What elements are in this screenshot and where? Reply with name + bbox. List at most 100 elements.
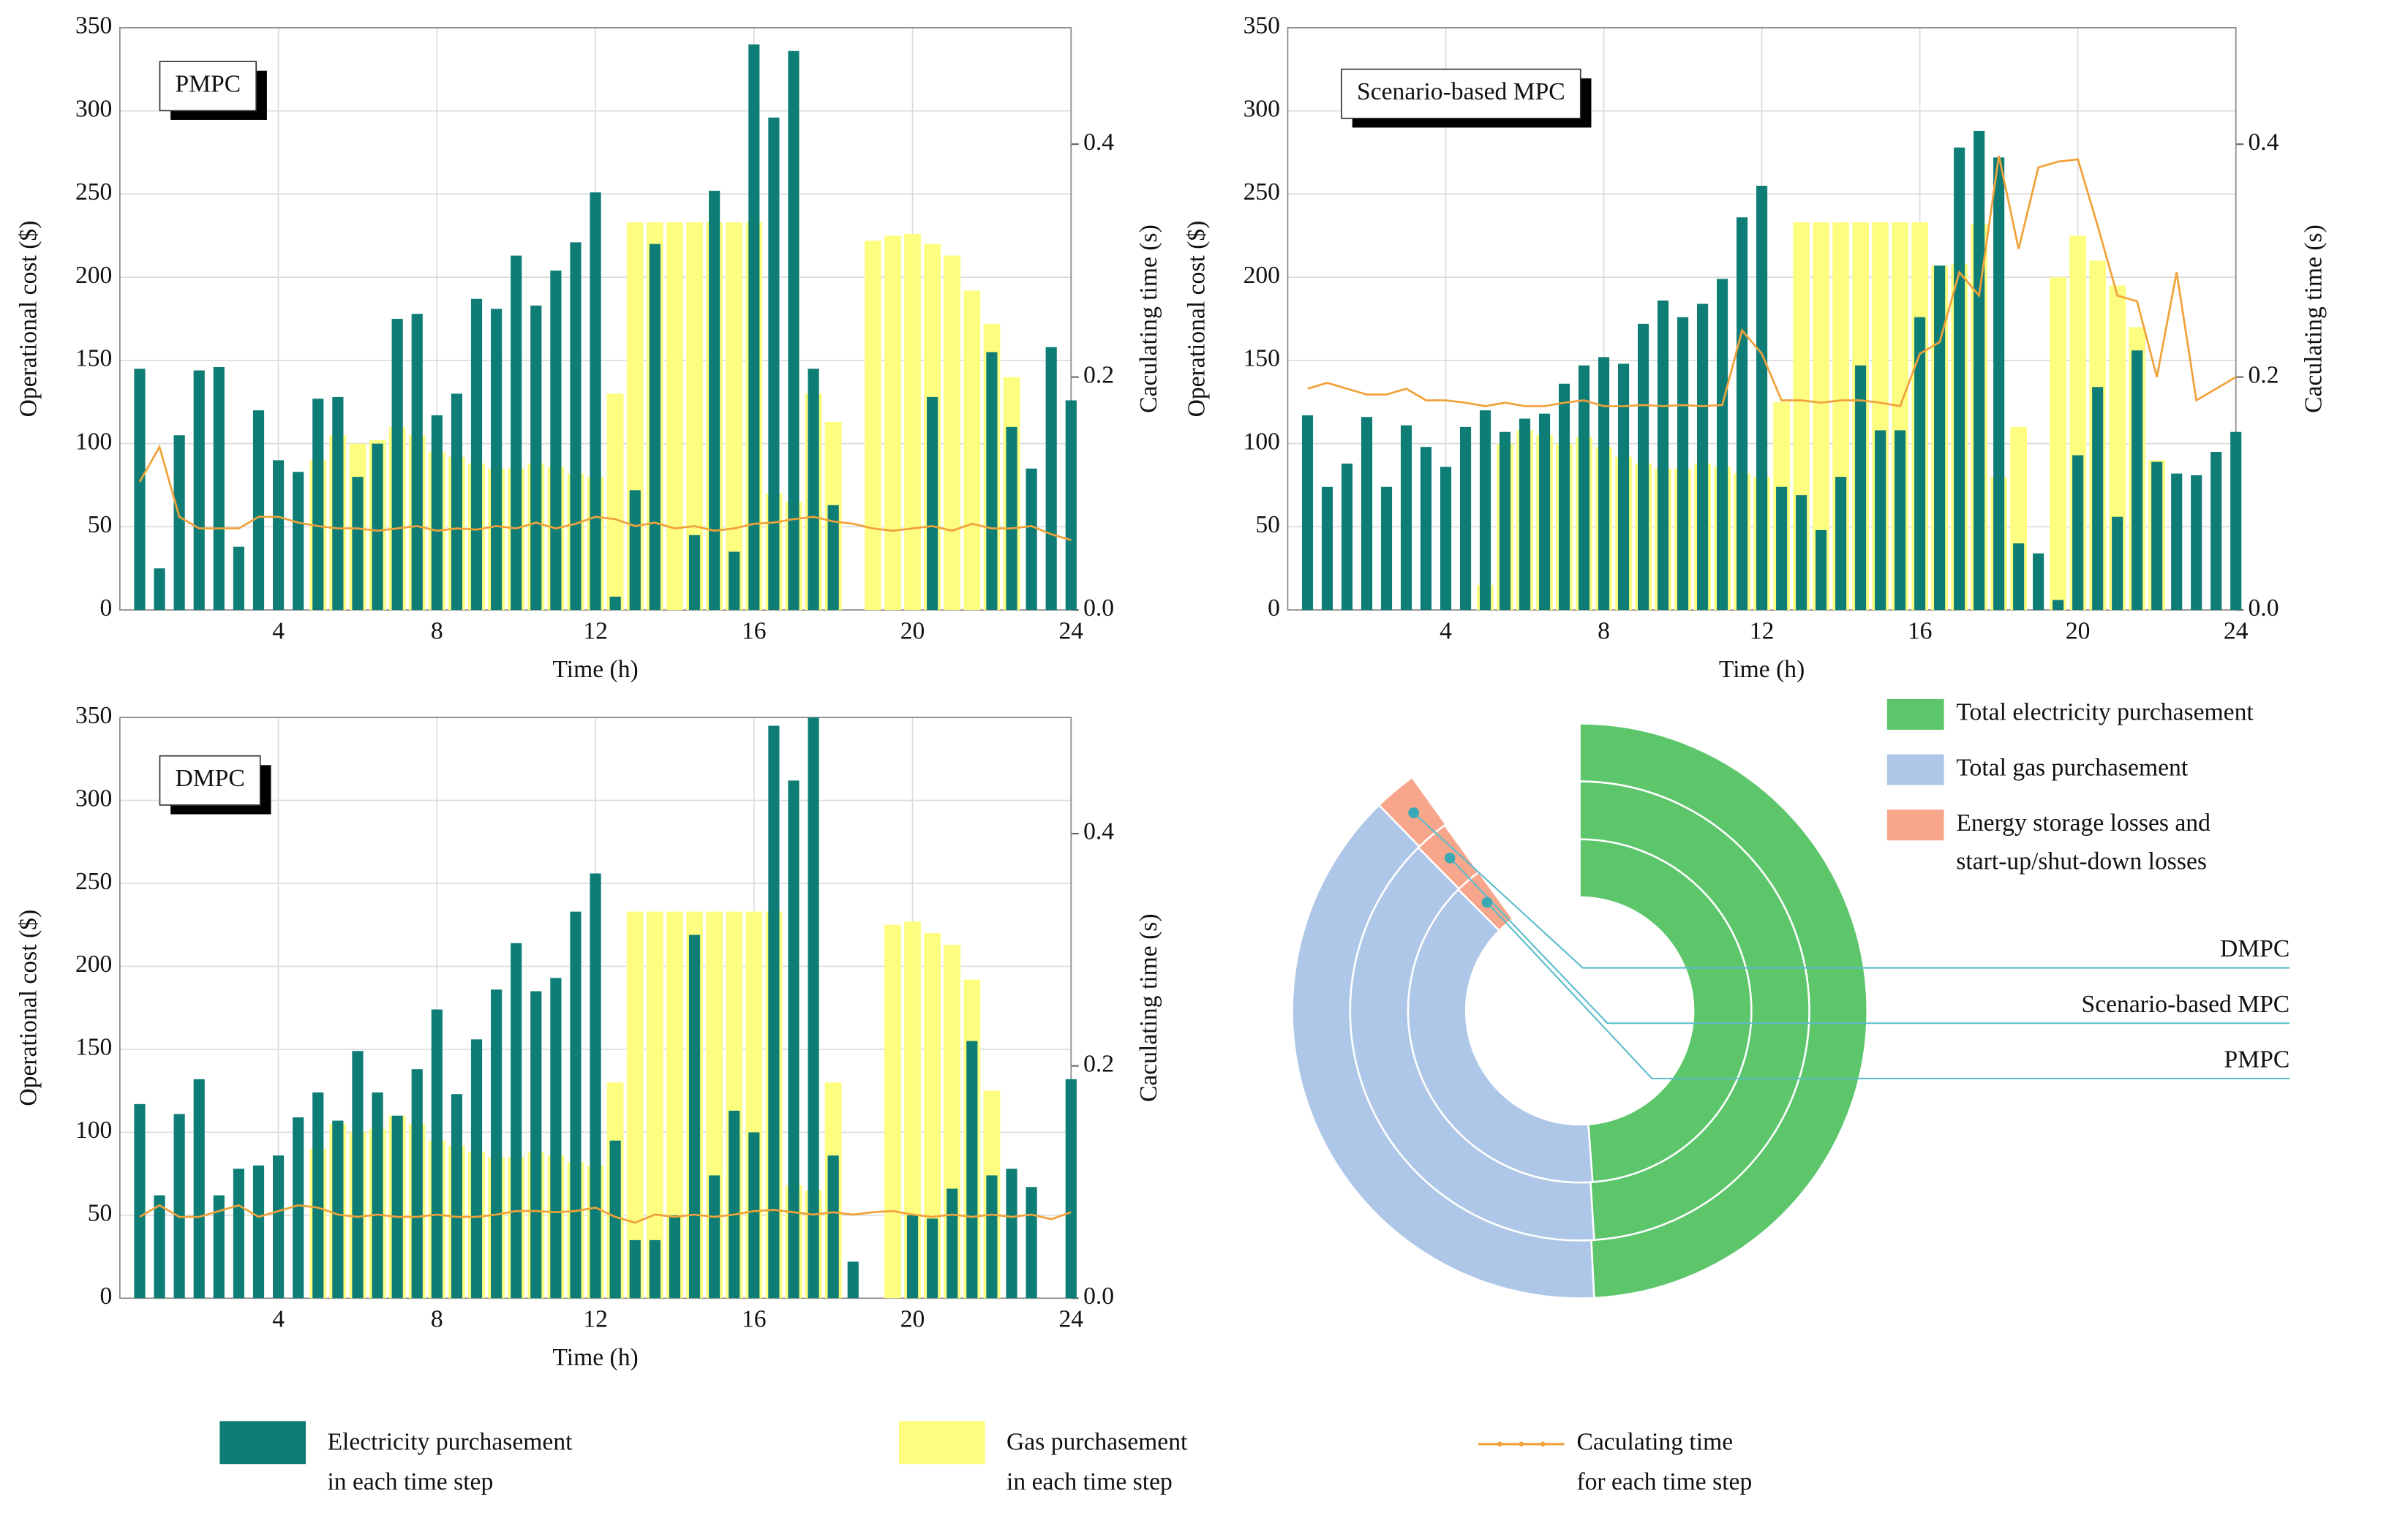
- y2-tick-label: 0.2: [1083, 361, 1114, 388]
- electricity-bar: [550, 978, 562, 1299]
- electricity-bar: [213, 1195, 225, 1299]
- electricity-bar: [411, 314, 423, 611]
- electricity-bar: [570, 242, 582, 611]
- x-tick-label: 24: [1058, 617, 1083, 644]
- electricity-bar: [788, 50, 799, 611]
- y-tick-label: 300: [75, 95, 112, 122]
- electricity-bar: [2013, 543, 2025, 611]
- y-tick-label: 150: [75, 1034, 112, 1061]
- electricity-bar: [2211, 452, 2222, 611]
- gas-bar: [606, 393, 624, 611]
- electricity-bar: [193, 370, 205, 611]
- electricity-bar: [748, 1132, 760, 1299]
- electricity-bar: [1519, 418, 1531, 611]
- y-axis-label: Operational cost ($): [15, 910, 42, 1106]
- y2-axis-label: Caculating time (s): [2300, 224, 2328, 413]
- electricity-bar: [927, 1218, 938, 1299]
- x-tick-label: 8: [431, 1306, 443, 1333]
- electricity-bar: [1045, 347, 1057, 611]
- electricity-bar: [134, 1103, 146, 1299]
- electricity-bar: [629, 490, 641, 611]
- calc-time-line: [1307, 155, 2237, 407]
- electricity-bar: [1301, 415, 1314, 611]
- electricity-bar: [530, 305, 542, 611]
- electricity-bar: [768, 117, 780, 611]
- electricity-bar: [550, 271, 562, 611]
- electricity-bar: [669, 1215, 681, 1299]
- electricity-bar: [1914, 317, 1926, 611]
- gas-bar: [924, 933, 941, 1299]
- category-label: Scenario-based MPC: [2082, 991, 2290, 1018]
- electricity-bar: [154, 1195, 165, 1299]
- electricity-bar: [332, 396, 344, 611]
- y-tick-label: 50: [88, 1200, 113, 1227]
- leader-line: [1449, 857, 2290, 1024]
- electricity-bar: [947, 1188, 958, 1299]
- electricity-bar: [847, 1261, 859, 1299]
- electricity-bar: [2112, 516, 2123, 611]
- legend-label: in each time step: [327, 1468, 493, 1495]
- electricity-bar: [688, 535, 701, 611]
- electricity-bar: [1026, 468, 1037, 611]
- electricity-bar: [1558, 383, 1570, 611]
- electricity-bar: [729, 551, 740, 611]
- electricity-bar: [2092, 387, 2104, 611]
- electricity-bar: [808, 717, 819, 1299]
- category-label: DMPC: [2220, 935, 2290, 962]
- leader-dot: [1444, 852, 1456, 864]
- electricity-bar: [729, 1110, 740, 1299]
- y-axis-label: Operational cost ($): [15, 221, 42, 418]
- y2-tick-label: 0.0: [1083, 1283, 1114, 1310]
- chart-title: Scenario-based MPC: [1357, 78, 1565, 105]
- legend-label: Total electricity purchasement: [1956, 699, 2254, 726]
- x-tick-label: 4: [272, 1306, 285, 1333]
- y-tick-label: 50: [1255, 511, 1280, 538]
- title-box: [159, 755, 261, 806]
- electricity-bar: [1420, 447, 1432, 611]
- electricity-bar: [470, 298, 483, 611]
- electricity-bar: [312, 399, 324, 611]
- electricity-bar: [1756, 186, 1768, 611]
- y-tick-label: 0: [1268, 595, 1280, 622]
- electricity-bar: [986, 1175, 998, 1299]
- legend-label: for each time step: [1576, 1468, 1752, 1495]
- electricity-bar: [2033, 553, 2044, 611]
- x-tick-label: 8: [431, 617, 443, 644]
- electricity-bar: [1993, 157, 2005, 611]
- legend-label: in each time step: [1007, 1468, 1173, 1495]
- y-tick-label: 250: [1243, 178, 1280, 205]
- electricity-bar: [1579, 365, 1590, 611]
- electricity-bar: [1855, 365, 1867, 611]
- electricity-bar: [293, 472, 304, 611]
- electricity-bar: [1776, 486, 1788, 611]
- y2-tick-label: 0.0: [2249, 595, 2279, 622]
- electricity-bar: [154, 568, 165, 611]
- electricity-bar: [1321, 486, 1333, 611]
- electricity-bar: [233, 546, 245, 611]
- gas-bar: [666, 222, 683, 611]
- electricity-bar: [1697, 303, 1709, 611]
- electricity-bar: [1618, 363, 1630, 611]
- electricity-bar: [252, 410, 265, 611]
- electricity-bar: [134, 369, 146, 611]
- x-tick-label: 8: [1598, 617, 1610, 644]
- electricity-bar: [1459, 426, 1472, 611]
- electricity-bar: [391, 319, 403, 611]
- x-tick-label: 12: [583, 1306, 608, 1333]
- gas-bar: [963, 290, 981, 611]
- electricity-bar: [1677, 317, 1689, 611]
- gas-bar: [944, 255, 961, 611]
- y-tick-label: 250: [75, 178, 112, 205]
- legend-marker: [1497, 1441, 1502, 1447]
- electricity-bar: [372, 443, 383, 611]
- gas-bar: [726, 222, 743, 611]
- x-tick-label: 20: [900, 1306, 925, 1333]
- electricity-bar: [332, 1120, 344, 1299]
- category-label: PMPC: [2224, 1046, 2290, 1073]
- legend-marker: [1519, 1441, 1524, 1447]
- y2-tick-label: 0.4: [2249, 129, 2279, 156]
- electricity-bar: [1538, 413, 1551, 611]
- electricity-bar: [431, 415, 443, 611]
- y-tick-label: 350: [75, 702, 112, 729]
